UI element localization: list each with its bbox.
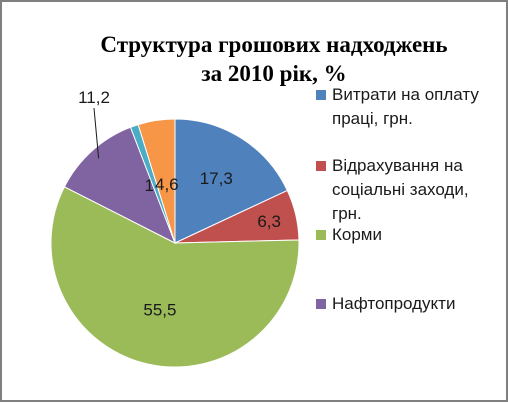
legend: Витрати на оплату праці, грн. Відрахування… [316, 85, 479, 313]
legend-swatch [316, 299, 326, 309]
data-label: 4,6 [155, 175, 179, 194]
pie-slices [50, 118, 300, 368]
data-label: 1 [145, 176, 154, 195]
legend-swatch [316, 161, 326, 171]
data-label: 11,2 [78, 88, 110, 107]
legend-label: соціальні заходи, [332, 180, 469, 199]
data-label: 55,5 [143, 301, 176, 320]
legend-label: Нафтопродукти [332, 294, 455, 313]
legend-label: Відрахування на [332, 156, 463, 175]
legend-label: праці, грн. [332, 109, 413, 128]
chart-title-line-2: за 2010 рік, % [201, 61, 346, 86]
pie-slice [50, 186, 300, 368]
data-labels: 17,3 6,3 55,5 11,2 1 4,6 [78, 88, 281, 320]
data-label: 17,3 [200, 169, 233, 188]
legend-label: грн. [332, 204, 362, 223]
leader-line [93, 107, 100, 159]
legend-swatch [316, 90, 326, 100]
pie-slice [137, 118, 176, 244]
chart-title-line-1: Структура грошових надходжень [100, 32, 447, 57]
legend-swatch [316, 230, 326, 240]
legend-label: Витрати на оплату [332, 85, 479, 104]
data-label: 6,3 [257, 212, 281, 231]
pie-slice [174, 118, 288, 244]
legend-label: Корми [332, 225, 382, 244]
pie-slice [63, 126, 176, 245]
